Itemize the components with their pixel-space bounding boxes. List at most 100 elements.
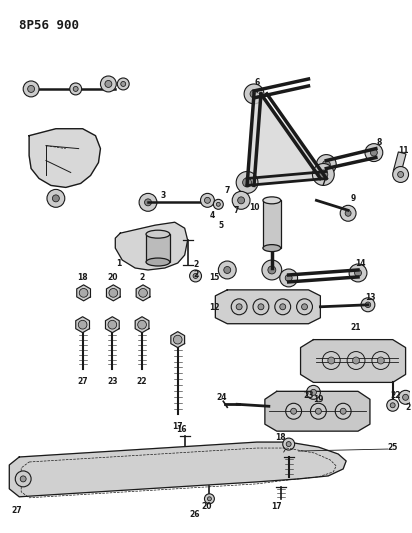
Text: 15: 15	[209, 273, 220, 282]
Polygon shape	[215, 290, 321, 324]
Circle shape	[236, 304, 242, 310]
Circle shape	[268, 266, 276, 274]
Circle shape	[311, 389, 316, 395]
Text: 4: 4	[210, 211, 215, 220]
Text: 27: 27	[77, 377, 88, 386]
Text: 22: 22	[391, 391, 401, 400]
Polygon shape	[171, 332, 185, 348]
Circle shape	[286, 403, 302, 419]
Circle shape	[52, 195, 59, 202]
Circle shape	[319, 170, 328, 179]
Text: 19: 19	[313, 395, 324, 404]
Circle shape	[393, 166, 409, 182]
Circle shape	[353, 357, 360, 364]
Circle shape	[349, 264, 367, 282]
Circle shape	[238, 197, 245, 204]
Circle shape	[145, 199, 152, 206]
Circle shape	[117, 78, 129, 90]
Circle shape	[243, 178, 252, 187]
Text: 12: 12	[209, 303, 220, 312]
Polygon shape	[9, 442, 346, 497]
Text: 1: 1	[116, 259, 121, 268]
Circle shape	[283, 438, 295, 450]
Circle shape	[340, 205, 356, 221]
Ellipse shape	[263, 245, 281, 252]
Polygon shape	[265, 391, 370, 431]
Circle shape	[280, 269, 297, 287]
Circle shape	[208, 497, 211, 501]
Circle shape	[244, 84, 264, 104]
Circle shape	[302, 304, 307, 310]
Polygon shape	[136, 285, 150, 301]
Text: 25: 25	[388, 442, 398, 451]
Circle shape	[253, 299, 269, 315]
Text: 20: 20	[201, 502, 212, 511]
Text: 20: 20	[107, 273, 117, 282]
Text: 2: 2	[139, 273, 145, 282]
Circle shape	[139, 193, 157, 211]
Polygon shape	[247, 94, 326, 185]
Text: 13: 13	[365, 293, 375, 302]
Text: 8: 8	[376, 138, 382, 147]
Circle shape	[316, 408, 321, 414]
Circle shape	[340, 408, 346, 414]
Text: 6: 6	[254, 78, 260, 87]
Circle shape	[335, 403, 351, 419]
Polygon shape	[106, 285, 120, 301]
Circle shape	[232, 191, 250, 209]
Text: 23: 23	[303, 391, 314, 400]
Circle shape	[218, 261, 236, 279]
Bar	[263, 200, 281, 248]
Circle shape	[377, 357, 384, 364]
Circle shape	[15, 471, 31, 487]
Circle shape	[275, 299, 290, 315]
Text: 7: 7	[234, 206, 239, 215]
Circle shape	[285, 274, 292, 281]
Circle shape	[347, 352, 365, 369]
Circle shape	[322, 160, 330, 168]
Circle shape	[213, 199, 223, 209]
Circle shape	[316, 155, 336, 174]
Circle shape	[20, 476, 26, 482]
Circle shape	[398, 172, 404, 177]
Circle shape	[312, 164, 334, 185]
Circle shape	[108, 320, 117, 329]
Circle shape	[399, 390, 412, 404]
Text: 2: 2	[193, 260, 198, 269]
Circle shape	[258, 304, 264, 310]
Text: 18: 18	[77, 273, 88, 282]
Circle shape	[311, 403, 326, 419]
Bar	[146, 234, 170, 262]
Circle shape	[70, 83, 82, 95]
Text: 7: 7	[321, 179, 326, 188]
Circle shape	[23, 81, 39, 97]
Text: 23: 23	[107, 377, 117, 386]
Circle shape	[190, 270, 201, 282]
Text: 7: 7	[225, 186, 230, 195]
Text: 26: 26	[190, 510, 200, 519]
Circle shape	[236, 172, 258, 193]
Circle shape	[139, 288, 147, 297]
Circle shape	[286, 441, 291, 447]
Ellipse shape	[263, 197, 281, 204]
Circle shape	[224, 266, 231, 273]
Circle shape	[204, 197, 211, 203]
Circle shape	[121, 82, 126, 86]
Circle shape	[328, 357, 335, 364]
Circle shape	[290, 408, 297, 414]
Polygon shape	[115, 222, 187, 270]
Circle shape	[204, 494, 214, 504]
Text: 5: 5	[219, 221, 224, 230]
Circle shape	[216, 203, 220, 206]
Text: 3: 3	[160, 191, 166, 200]
Circle shape	[372, 352, 390, 369]
Circle shape	[79, 288, 88, 297]
Text: 8P56 900: 8P56 900	[19, 19, 79, 33]
Text: 11: 11	[398, 146, 409, 155]
Text: 21: 21	[351, 323, 361, 332]
Text: 16: 16	[176, 425, 187, 434]
Text: 2: 2	[405, 403, 410, 412]
Circle shape	[193, 273, 198, 278]
Circle shape	[231, 299, 247, 315]
Text: 27: 27	[11, 506, 21, 515]
